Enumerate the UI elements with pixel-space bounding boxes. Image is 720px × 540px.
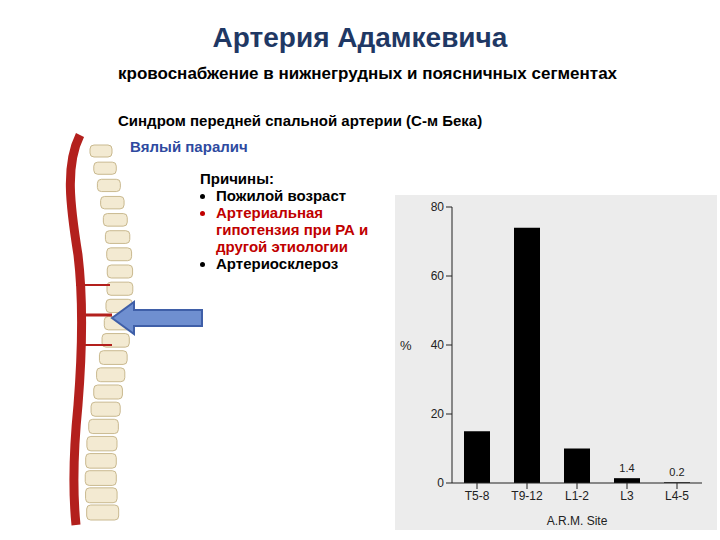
svg-text:T5-8: T5-8 bbox=[465, 489, 490, 503]
svg-text:L4-5: L4-5 bbox=[665, 489, 689, 503]
svg-text:20: 20 bbox=[431, 407, 445, 421]
html-text:Причины:: Причины: bbox=[200, 170, 274, 187]
html-text:Артерия Адамкевича: Артерия Адамкевича bbox=[212, 22, 508, 53]
html-text:Вялый паралич: Вялый паралич bbox=[130, 138, 248, 155]
html-text:Артериальная гипотензия при РА: Артериальная гипотензия при РА и другой … bbox=[216, 204, 369, 255]
svg-text:L3: L3 bbox=[620, 489, 634, 503]
svg-text:0.2: 0.2 bbox=[669, 466, 684, 478]
html-text:Синдром передней спальной арте: Синдром передней спальной артерии (С-м Б… bbox=[118, 112, 483, 129]
html-text:Артериосклероз: Артериосклероз bbox=[216, 255, 339, 272]
svg-text:60: 60 bbox=[431, 269, 445, 283]
svg-text:40: 40 bbox=[431, 338, 445, 352]
svg-text:1.4: 1.4 bbox=[619, 462, 634, 474]
svg-text:A.R.M. Site: A.R.M. Site bbox=[547, 514, 608, 528]
svg-text:L1-2: L1-2 bbox=[565, 489, 589, 503]
svg-text:T9-12: T9-12 bbox=[511, 489, 543, 503]
svg-text:%: % bbox=[400, 338, 412, 353]
html-text:Пожилой возраст: Пожилой возраст bbox=[216, 187, 347, 204]
svg-text:0: 0 bbox=[437, 476, 444, 490]
svg-text:80: 80 bbox=[431, 200, 445, 214]
html-text:кровоснабжение в нижнегрудных: кровоснабжение в нижнегрудных и поясничн… bbox=[118, 64, 617, 83]
